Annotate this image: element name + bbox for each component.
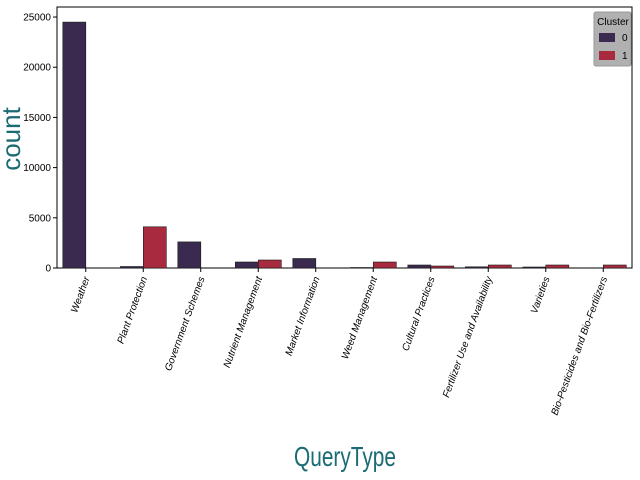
y-axis: 0 5000 10000 15000 20000 25000	[23, 13, 57, 275]
bar-cluster-1-9	[602, 264, 627, 269]
legend: Cluster 0 1	[593, 11, 632, 67]
bar-cluster-0-2	[177, 241, 202, 269]
bar-cluster-0-5	[349, 267, 374, 269]
bar-cluster-1-6	[430, 265, 455, 269]
x-tick-label: Bio-Pesticides and Bio-Fertilizers	[550, 275, 611, 417]
y-tick-label: 10000	[23, 163, 51, 174]
bar-cluster-1-7	[487, 264, 512, 269]
y-tick-label: 5000	[29, 213, 52, 224]
x-axis: Weather Plant Protection Government Scheme…	[69, 268, 610, 417]
x-tick-label: Government Schemes	[163, 275, 207, 372]
x-tick-label: Weed Management	[340, 274, 381, 361]
y-tick-label: 20000	[23, 63, 51, 74]
legend-label-cluster-1: 1	[622, 51, 628, 62]
legend-title: Cluster	[597, 17, 629, 28]
bar-cluster-0-7	[464, 266, 489, 269]
y-tick-label: 15000	[23, 113, 51, 124]
bar-cluster-1-5	[372, 261, 397, 269]
x-tick-label: Plant Protection	[116, 275, 151, 346]
y-tick-label: 25000	[23, 13, 51, 24]
plot-area	[56, 6, 633, 269]
x-tick-label: Weather	[69, 275, 92, 315]
bar-cluster-0-3	[235, 261, 259, 269]
x-tick-label: Cultural Practices	[400, 275, 437, 352]
legend-swatch-cluster-1	[599, 51, 615, 60]
bar-cluster-0-8	[522, 266, 547, 269]
bar-cluster-0-1	[120, 266, 144, 269]
bar-cluster-0-0	[62, 21, 87, 269]
bar-cluster-0-6	[407, 264, 432, 269]
bars-group	[62, 21, 627, 269]
x-tick-label: Fertilizer Use and Availability	[441, 274, 495, 399]
y-axis-label: count	[0, 106, 26, 170]
legend-swatch-cluster-0	[599, 33, 615, 42]
x-tick-label: Varieties	[529, 275, 553, 315]
x-tick-label: Nutrient Management	[222, 274, 266, 369]
bar-cluster-1-1	[143, 226, 167, 269]
x-tick-label: Market Information	[284, 275, 323, 358]
bar-cluster-1-8	[545, 264, 570, 269]
bar-cluster-1-3	[257, 259, 282, 269]
x-axis-label: QueryType	[294, 441, 396, 472]
y-tick-label: 0	[45, 264, 51, 275]
bar-cluster-0-4	[292, 258, 317, 269]
legend-label-cluster-0: 0	[622, 33, 628, 44]
